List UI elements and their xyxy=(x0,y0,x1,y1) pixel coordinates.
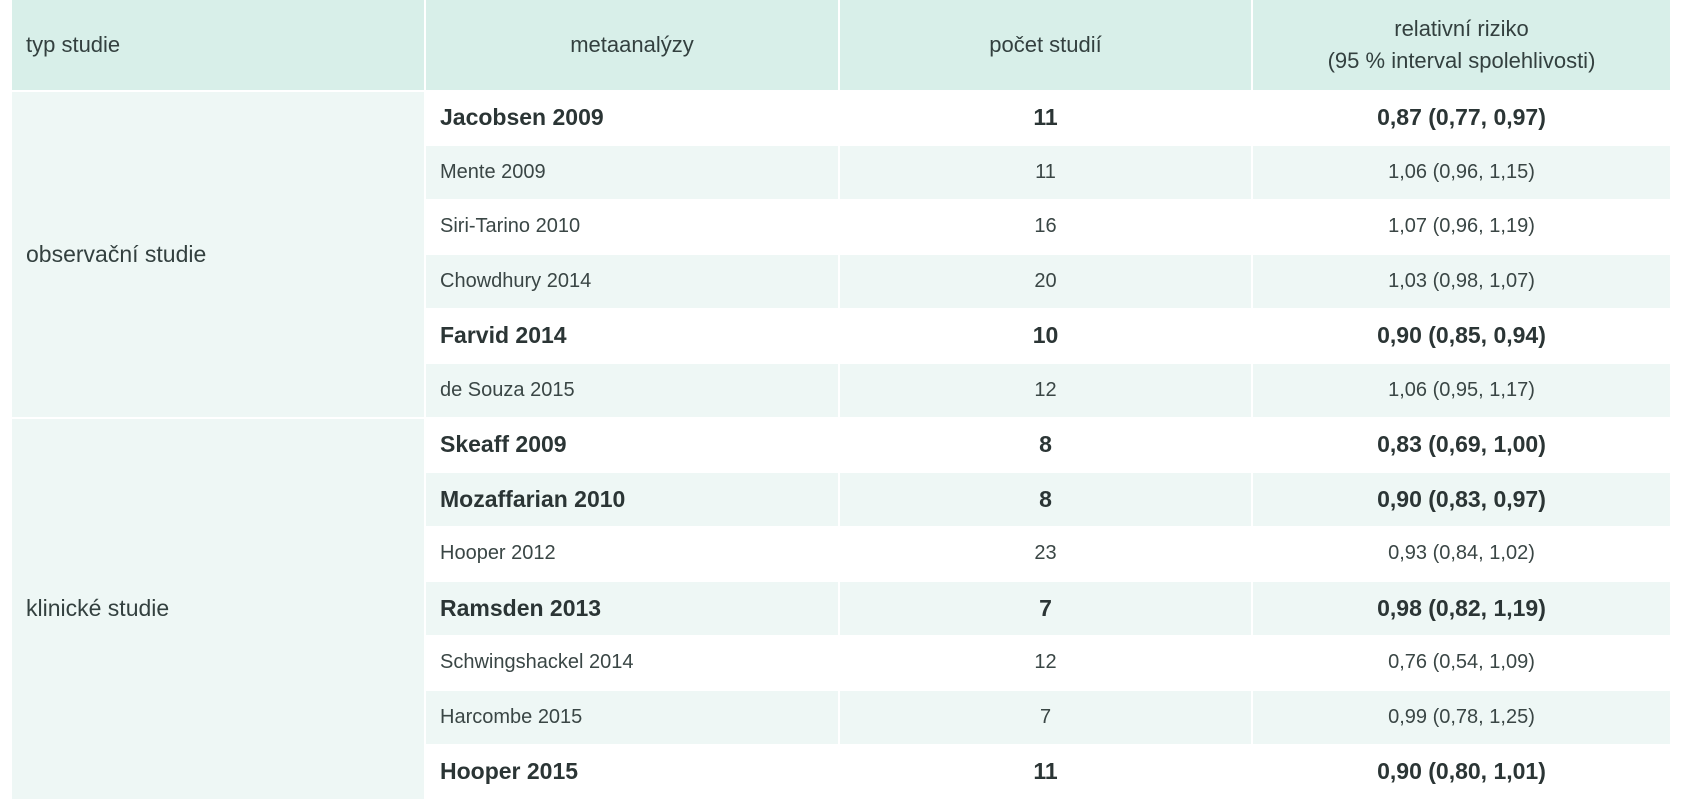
table-row: Hooper 2012 23 0,93 (0,84, 1,02) xyxy=(12,526,1670,581)
relative-risk-cell: 0,76 (0,54, 1,09) xyxy=(1253,635,1670,690)
study-count-cell: 10 xyxy=(840,308,1253,363)
meta-analysis-name-cell: Skeaff 2009 xyxy=(426,417,840,472)
study-count-cell: 23 xyxy=(840,526,1253,581)
meta-analysis-name-cell: Hooper 2012 xyxy=(426,526,840,581)
meta-analysis-name-cell: Mente 2009 xyxy=(426,144,840,199)
meta-analysis-name-cell: Harcombe 2015 xyxy=(426,689,840,744)
table-header: typ studie metaanalýzy počet studií rela… xyxy=(12,0,1670,90)
study-count-cell: 11 xyxy=(840,144,1253,199)
table-body: observační studie Jacobsen 2009 11 0,87 (0,… xyxy=(12,90,1670,799)
study-count-cell: 8 xyxy=(840,471,1253,526)
relative-risk-cell: 0,90 (0,85, 0,94) xyxy=(1253,308,1670,363)
relative-risk-cell: 0,87 (0,77, 0,97) xyxy=(1253,90,1670,145)
study-count-cell: 11 xyxy=(840,744,1253,799)
study-type-cell: klinické studie xyxy=(12,417,426,799)
relative-risk-cell: 1,03 (0,98, 1,07) xyxy=(1253,253,1670,308)
meta-analysis-name-cell: Farvid 2014 xyxy=(426,308,840,363)
relative-risk-cell: 1,06 (0,96, 1,15) xyxy=(1253,144,1670,199)
table-row: Mente 2009 11 1,06 (0,96, 1,15) xyxy=(12,144,1670,199)
table-row: Farvid 2014 10 0,90 (0,85, 0,94) xyxy=(12,308,1670,363)
study-count-cell: 7 xyxy=(840,580,1253,635)
relative-risk-cell: 0,93 (0,84, 1,02) xyxy=(1253,526,1670,581)
meta-analysis-name-cell: Ramsden 2013 xyxy=(426,580,840,635)
relative-risk-cell: 1,07 (0,96, 1,19) xyxy=(1253,199,1670,254)
header-study-count: počet studií xyxy=(840,0,1253,90)
meta-analysis-name-cell: Siri-Tarino 2010 xyxy=(426,199,840,254)
header-confidence-interval: (95 % interval spolehlivosti) xyxy=(1327,48,1596,73)
header-relative-risk-title: relativní riziko xyxy=(1394,16,1529,41)
meta-analysis-name-cell: Schwingshackel 2014 xyxy=(426,635,840,690)
study-count-cell: 12 xyxy=(840,635,1253,690)
header-study-type: typ studie xyxy=(12,0,426,90)
meta-analysis-name-cell: de Souza 2015 xyxy=(426,362,840,417)
relative-risk-cell: 0,90 (0,83, 0,97) xyxy=(1253,471,1670,526)
study-count-cell: 11 xyxy=(840,90,1253,145)
table-row: klinické studie Skeaff 2009 8 0,83 (0,69, 1… xyxy=(12,417,1670,799)
study-count-cell: 7 xyxy=(840,689,1253,744)
header-relative-risk: relativní riziko (95 % interval spolehli… xyxy=(1253,0,1670,90)
meta-analysis-table: typ studie metaanalýzy počet studií rela… xyxy=(12,0,1670,799)
table-row: Harcombe 2015 7 0,99 (0,78, 1,25) xyxy=(12,689,1670,744)
table-row: de Souza 2015 12 1,06 (0,95, 1,17) xyxy=(12,362,1670,417)
relative-risk-cell: 0,98 (0,82, 1,19) xyxy=(1253,580,1670,635)
relative-risk-cell: 0,90 (0,80, 1,01) xyxy=(1253,744,1670,799)
table-row: Ramsden 2013 7 0,98 (0,82, 1,19) xyxy=(12,580,1670,635)
meta-analysis-name-cell: Mozaffarian 2010 xyxy=(426,471,840,526)
study-count-cell: 16 xyxy=(840,199,1253,254)
table-row: observační studie Jacobsen 2009 11 0,87 (0,… xyxy=(12,90,1670,417)
meta-analysis-name-cell: Chowdhury 2014 xyxy=(426,253,840,308)
table-row: Schwingshackel 2014 12 0,76 (0,54, 1,09) xyxy=(12,635,1670,690)
study-count-cell: 20 xyxy=(840,253,1253,308)
table-row: Siri-Tarino 2010 16 1,07 (0,96, 1,19) xyxy=(12,199,1670,254)
relative-risk-cell: 0,99 (0,78, 1,25) xyxy=(1253,689,1670,744)
relative-risk-cell: 0,83 (0,69, 1,00) xyxy=(1253,417,1670,472)
header-row: typ studie metaanalýzy počet studií rela… xyxy=(12,0,1670,90)
study-type-cell: observační studie xyxy=(12,90,426,417)
table-row: Chowdhury 2014 20 1,03 (0,98, 1,07) xyxy=(12,253,1670,308)
study-count-cell: 8 xyxy=(840,417,1253,472)
relative-risk-cell: 1,06 (0,95, 1,17) xyxy=(1253,362,1670,417)
table-row: Hooper 2015 11 0,90 (0,80, 1,01) xyxy=(12,744,1670,799)
table-row: Mozaffarian 2010 8 0,90 (0,83, 0,97) xyxy=(12,471,1670,526)
header-meta-analyses: metaanalýzy xyxy=(426,0,840,90)
meta-analysis-name-cell: Hooper 2015 xyxy=(426,744,840,799)
meta-analysis-name-cell: Jacobsen 2009 xyxy=(426,90,840,145)
study-count-cell: 12 xyxy=(840,362,1253,417)
meta-analysis-table-container: typ studie metaanalýzy počet studií rela… xyxy=(12,0,1670,799)
